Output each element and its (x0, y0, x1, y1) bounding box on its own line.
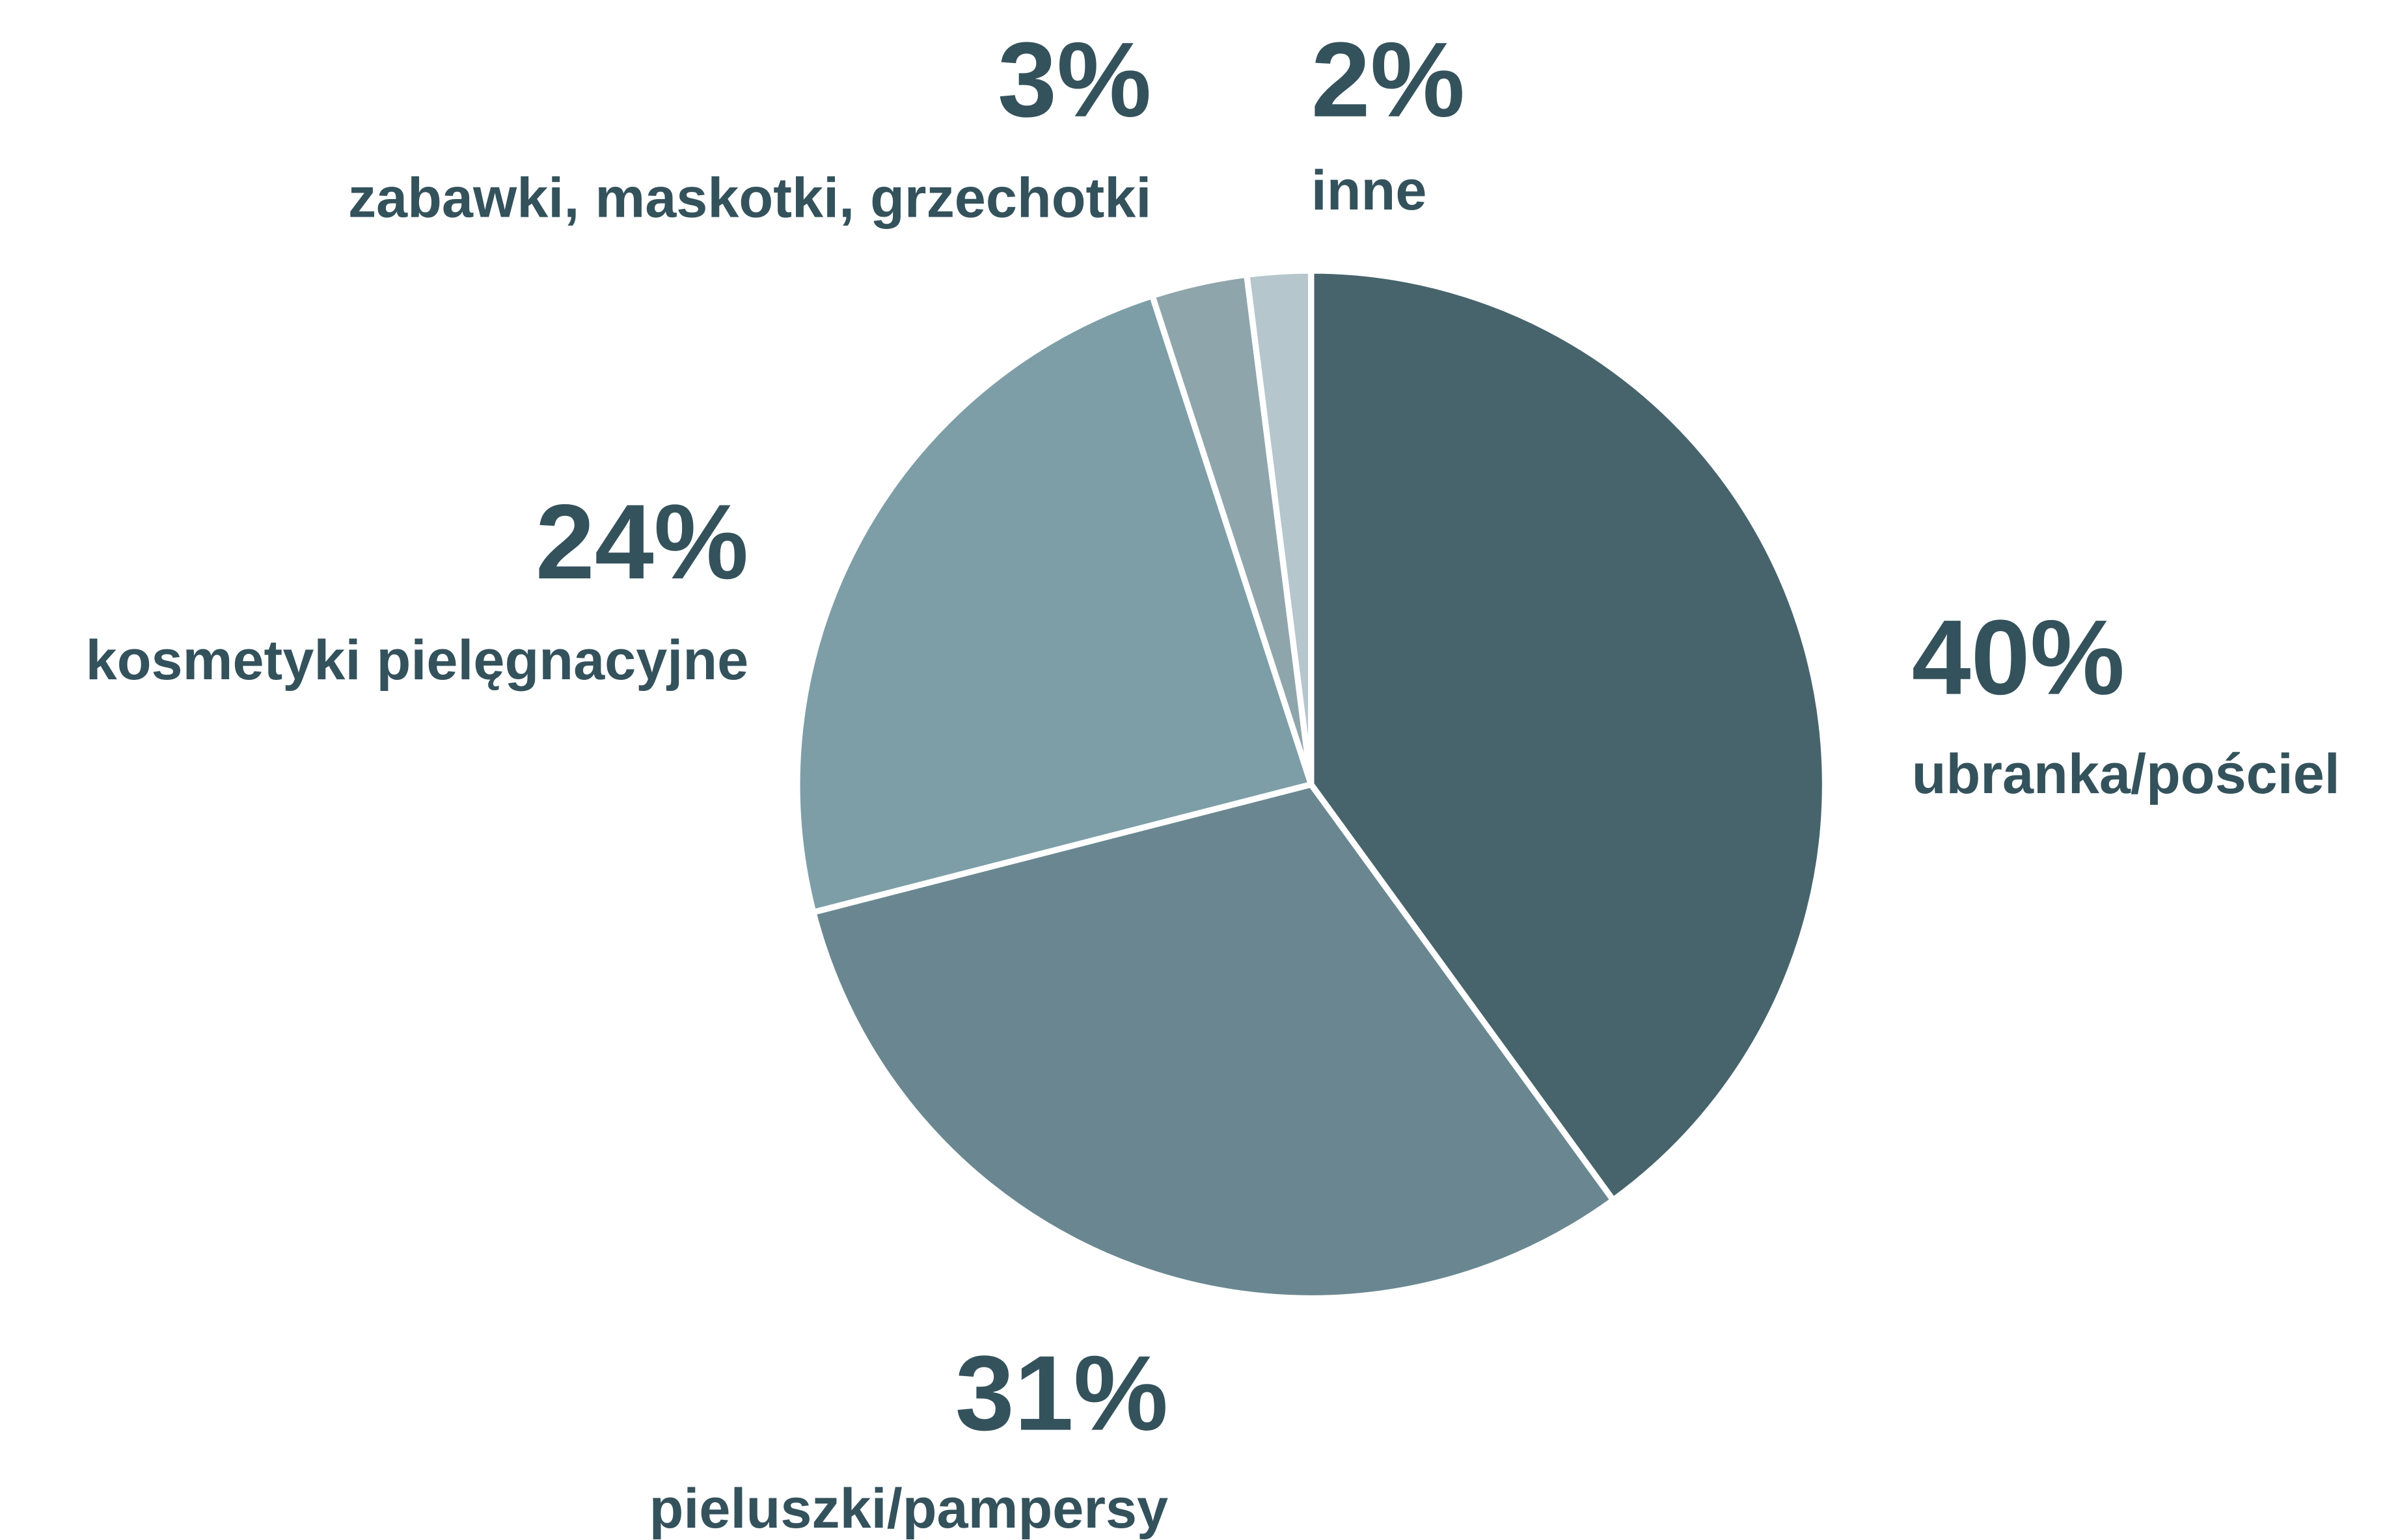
pie-slice (1308, 267, 1829, 1204)
value-label: 2% (1311, 20, 1465, 139)
value-label: 40% (1912, 598, 2125, 717)
category-label: zabawki, maskotki, grzechotki (348, 167, 1152, 230)
value-label: 24% (536, 482, 748, 601)
category-label: pieluszki/pampersy (649, 1478, 1168, 1540)
pie-slice (1244, 267, 1315, 788)
pie-slice (794, 292, 1315, 915)
pie-slice (810, 781, 1616, 1302)
category-label: inne (1311, 159, 1427, 222)
value-label: 31% (955, 1334, 1168, 1453)
category-label: ubranka/pościel (1912, 743, 2340, 805)
value-label: 3% (998, 20, 1151, 139)
category-label: kosmetyki pielęgnacyjne (86, 629, 749, 692)
